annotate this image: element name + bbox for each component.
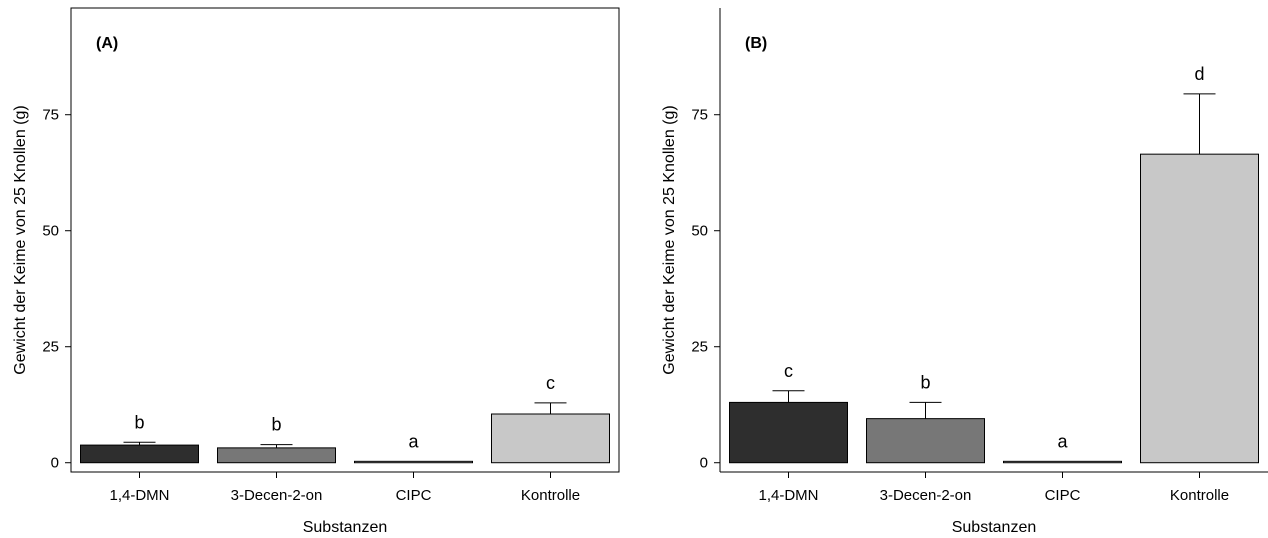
x-tick-label: Kontrolle bbox=[521, 487, 580, 504]
chart-panel-b: (B) 0 25 50 75 Gewicht der Keime von 25 Knoll… bbox=[661, 8, 1268, 536]
significance-label: c bbox=[784, 361, 793, 381]
y-tick-label: 50 bbox=[42, 223, 59, 240]
bar-kontrolle bbox=[491, 413, 610, 464]
bar-1-4-dmn bbox=[80, 444, 199, 464]
x-tick-label: Kontrolle bbox=[1170, 487, 1229, 504]
significance-label: b bbox=[920, 372, 930, 392]
bar-3-decen-2-on bbox=[217, 447, 336, 464]
panel-label: (B) bbox=[745, 35, 767, 52]
significance-label: d bbox=[1194, 64, 1204, 84]
x-tick-label: CIPC bbox=[396, 487, 432, 504]
y-axis-title: Gewicht der Keime von 25 Knollen (g) bbox=[661, 105, 678, 374]
bar-1-4-dmn bbox=[729, 401, 848, 464]
y-tick-label: 25 bbox=[691, 339, 708, 356]
bar-kontrolle bbox=[1140, 153, 1259, 464]
x-tick-label: CIPC bbox=[1045, 487, 1081, 504]
x-axis-title: Substanzen bbox=[952, 519, 1037, 536]
y-axis-title: Gewicht der Keime von 25 Knollen (g) bbox=[12, 105, 29, 374]
x-tick-label: 1,4-DMN bbox=[758, 487, 818, 504]
x-axis-title: Substanzen bbox=[303, 519, 388, 536]
y-tick-label: 25 bbox=[42, 339, 59, 356]
significance-label: a bbox=[1057, 431, 1068, 451]
y-tick-label: 0 bbox=[700, 455, 708, 472]
significance-label: b bbox=[134, 412, 144, 432]
bar-cipc bbox=[354, 460, 473, 464]
significance-label: c bbox=[546, 373, 555, 393]
y-tick-label: 50 bbox=[691, 223, 708, 240]
chart-panel-a: (A) 0 25 50 75 Gewicht der Keime von 25 Knoll… bbox=[12, 7, 620, 536]
x-tick-label: 3-Decen-2-on bbox=[231, 487, 323, 504]
y-tick-label: 75 bbox=[691, 107, 708, 124]
bar-cipc bbox=[1003, 460, 1122, 464]
panel-label: (A) bbox=[96, 35, 118, 52]
y-tick-label: 75 bbox=[42, 107, 59, 124]
plot-frame bbox=[70, 7, 620, 473]
y-tick-label: 0 bbox=[51, 455, 59, 472]
x-tick-label: 1,4-DMN bbox=[109, 487, 169, 504]
significance-label: a bbox=[408, 431, 419, 451]
significance-label: b bbox=[271, 415, 281, 435]
bar-3-decen-2-on bbox=[866, 418, 985, 464]
x-tick-label: 3-Decen-2-on bbox=[880, 487, 972, 504]
